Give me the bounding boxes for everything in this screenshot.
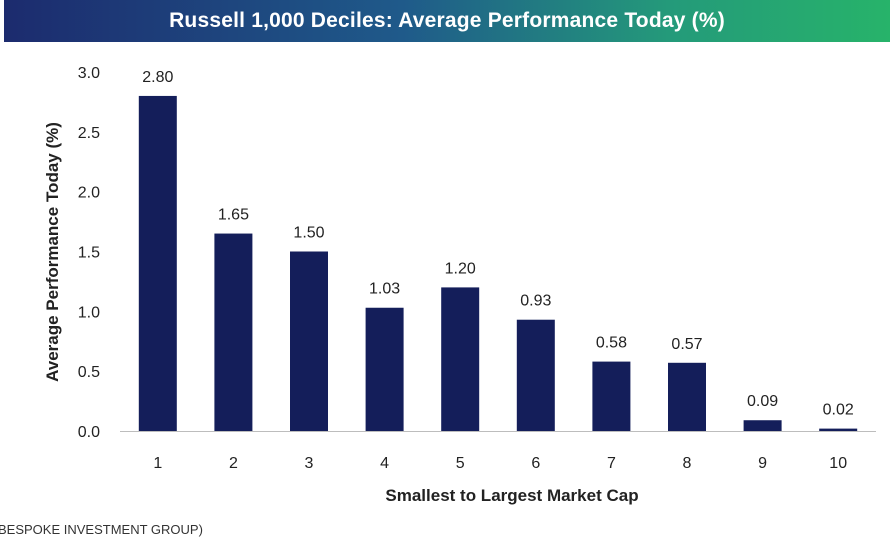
bar-6 xyxy=(516,319,555,431)
y-tick-label: 0.0 xyxy=(78,424,100,441)
bar-2 xyxy=(214,233,253,431)
source-note: BESPOKE INVESTMENT GROUP) xyxy=(0,522,203,537)
data-label-9: 0.09 xyxy=(747,393,778,410)
y-tick-label: 0.5 xyxy=(78,364,100,381)
bar-5 xyxy=(441,287,480,431)
chart-title: Russell 1,000 Deciles: Average Performan… xyxy=(169,9,725,32)
data-label-6: 0.93 xyxy=(520,293,551,310)
data-label-8: 0.57 xyxy=(671,336,702,353)
y-tick-label: 1.0 xyxy=(78,304,100,321)
data-label-5: 1.20 xyxy=(445,260,476,277)
x-tick-label: 3 xyxy=(305,455,314,472)
bar-8 xyxy=(668,362,706,431)
x-tick-label: 6 xyxy=(531,455,540,472)
y-axis-title: Average Performance Today (%) xyxy=(43,122,62,382)
bar-10 xyxy=(819,428,858,431)
y-tick-label: 3.0 xyxy=(78,65,100,82)
x-tick-label: 4 xyxy=(380,455,389,472)
x-tick-label: 8 xyxy=(683,455,692,472)
x-tick-label: 5 xyxy=(456,455,465,472)
x-tick-label: 2 xyxy=(229,455,238,472)
x-tick-label: 7 xyxy=(607,455,616,472)
y-tick-label: 2.0 xyxy=(78,185,100,202)
data-label-4: 1.03 xyxy=(369,281,400,298)
data-label-2: 1.65 xyxy=(218,207,249,224)
x-tick-label: 1 xyxy=(153,455,162,472)
y-tick-label: 2.5 xyxy=(78,125,100,142)
chart-title-bar: Russell 1,000 Deciles: Average Performan… xyxy=(4,0,890,42)
data-label-7: 0.58 xyxy=(596,335,627,352)
x-tick-label: 9 xyxy=(758,455,767,472)
bar-4 xyxy=(365,307,404,431)
y-tick-label: 1.5 xyxy=(78,245,100,262)
bar-1 xyxy=(138,95,177,431)
data-label-1: 2.80 xyxy=(142,69,173,86)
bar-9 xyxy=(743,420,782,431)
bar-3 xyxy=(290,251,328,431)
x-axis-title: Smallest to Largest Market Cap xyxy=(385,486,638,505)
data-label-10: 0.02 xyxy=(823,402,854,419)
bar-7 xyxy=(592,361,631,431)
x-tick-label: 10 xyxy=(829,455,847,472)
data-label-3: 1.50 xyxy=(293,225,324,242)
